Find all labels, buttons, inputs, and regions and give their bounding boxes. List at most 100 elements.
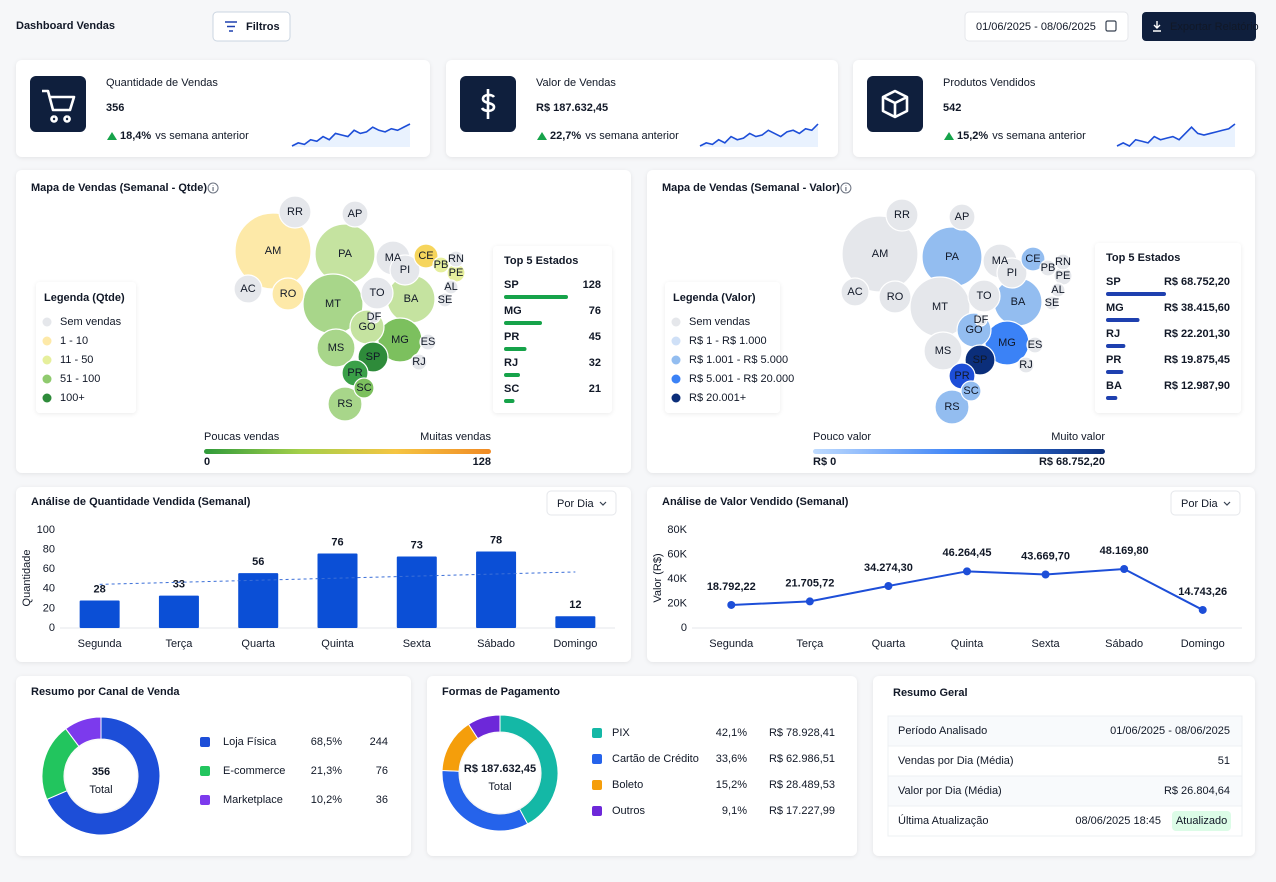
x-tick-label: Sábado bbox=[477, 638, 515, 650]
legend-label: Marketplace bbox=[223, 794, 283, 806]
summary-value: 01/06/2025 - 08/06/2025 bbox=[1110, 725, 1230, 737]
top-title: Top 5 Estados bbox=[1106, 252, 1180, 264]
status-badge-label: Atualizado bbox=[1176, 815, 1227, 827]
state-region bbox=[443, 279, 459, 295]
top-box bbox=[493, 246, 612, 413]
x-tick-label: Segunda bbox=[78, 638, 123, 650]
y-tick-label: 40K bbox=[667, 573, 687, 585]
legend-swatch bbox=[671, 355, 681, 365]
state-code: RR bbox=[287, 206, 303, 218]
scale-low-label: Pouco valor bbox=[813, 431, 871, 443]
legend-swatch bbox=[592, 806, 602, 816]
state-code: MT bbox=[932, 301, 948, 313]
legend-swatch bbox=[592, 754, 602, 764]
state-region bbox=[960, 380, 982, 402]
state-code: PI bbox=[400, 264, 410, 276]
kpi-change-note: vs semana anterior bbox=[155, 130, 249, 142]
share-label: 33,6% bbox=[716, 753, 747, 765]
legend-label: R$ 20.001+ bbox=[689, 392, 746, 404]
sparkline-area bbox=[292, 124, 410, 147]
state-region bbox=[1020, 246, 1046, 272]
date-picker[interactable] bbox=[964, 11, 1129, 42]
x-tick-label: Quarta bbox=[872, 638, 907, 650]
kpi-change-note: vs semana anterior bbox=[585, 130, 679, 142]
top-state: PR bbox=[1106, 354, 1121, 366]
top-value: R$ 19.875,45 bbox=[1164, 354, 1230, 366]
summary-label: Período Analisado bbox=[898, 725, 987, 737]
dropdown-label: Por Dia bbox=[1181, 498, 1219, 510]
dropdown[interactable] bbox=[1170, 490, 1241, 516]
donut-slice bbox=[467, 714, 501, 740]
top-value: 32 bbox=[589, 357, 601, 369]
kpi-icon-glyph bbox=[480, 89, 496, 119]
summary-value: R$ 26.804,64 bbox=[1164, 785, 1230, 797]
top-state: BA bbox=[1106, 380, 1122, 392]
state-code: MG bbox=[391, 334, 409, 346]
state-code: BA bbox=[404, 293, 419, 305]
state-code: RN bbox=[448, 253, 464, 265]
legend-label: 100+ bbox=[60, 392, 85, 404]
chevron-icon bbox=[599, 501, 607, 506]
state-code: BA bbox=[1011, 296, 1026, 308]
value-label: 48.169,80 bbox=[1100, 545, 1149, 557]
state-code: GO bbox=[965, 324, 983, 336]
summary-value: 51 bbox=[1218, 755, 1230, 767]
bar bbox=[79, 600, 120, 628]
top-bar bbox=[504, 295, 568, 299]
summary-label: Última Atualização bbox=[898, 814, 989, 827]
top-state: SP bbox=[504, 279, 519, 291]
summary-label: Valor por Dia (Média) bbox=[898, 785, 1002, 797]
state-region bbox=[437, 292, 453, 308]
panel-title: Formas de Pagamento bbox=[442, 686, 560, 698]
legend-box bbox=[36, 282, 136, 413]
legend-label: E-commerce bbox=[223, 765, 285, 777]
state-region bbox=[316, 328, 356, 368]
legend-label: 51 - 100 bbox=[60, 373, 100, 385]
dropdown-label: Por Dia bbox=[557, 498, 595, 510]
donut-hole bbox=[65, 740, 137, 812]
legend-swatch bbox=[200, 795, 210, 805]
donut-center-label: Total bbox=[89, 784, 112, 796]
y-tick-label: 0 bbox=[681, 622, 687, 634]
value-label: 78 bbox=[490, 534, 502, 546]
state-region bbox=[1054, 253, 1072, 271]
bar bbox=[317, 553, 358, 628]
state-region bbox=[934, 389, 970, 425]
state-region bbox=[419, 333, 437, 351]
state-code: RO bbox=[280, 288, 297, 300]
legend-box bbox=[665, 282, 780, 413]
kpi-icon bbox=[42, 89, 76, 123]
top-state: SP bbox=[1106, 276, 1121, 288]
state-region bbox=[885, 198, 919, 232]
x-tick-label: Terça bbox=[165, 638, 193, 650]
donut-center-label: Total bbox=[488, 781, 511, 793]
legend-swatch bbox=[592, 780, 602, 790]
top-value: R$ 22.201,30 bbox=[1164, 328, 1230, 340]
kpi-value: 542 bbox=[943, 102, 961, 114]
sparkline bbox=[291, 123, 411, 147]
kpi-icon bbox=[881, 89, 909, 119]
sparkline bbox=[699, 123, 819, 147]
kpi-label: Valor de Vendas bbox=[536, 77, 616, 89]
x-tick-label: Sexta bbox=[1032, 638, 1061, 650]
top-bar bbox=[1106, 344, 1126, 348]
point bbox=[727, 600, 736, 609]
value-label: 46.264,45 bbox=[943, 547, 992, 559]
state-region bbox=[974, 313, 988, 327]
filter-button[interactable] bbox=[212, 11, 291, 42]
bar bbox=[476, 551, 517, 628]
state-code: GO bbox=[358, 321, 376, 333]
export-button[interactable] bbox=[1142, 12, 1256, 41]
y-axis-label: Quantidade bbox=[21, 550, 33, 607]
legend-label: R$ 5.001 - R$ 20.000 bbox=[689, 373, 794, 385]
y-tick-label: 80 bbox=[43, 544, 55, 556]
top-state: RJ bbox=[504, 357, 518, 369]
value-label: 43.669,70 bbox=[1021, 550, 1070, 562]
share-label: 9,1% bbox=[722, 805, 747, 817]
y-tick-label: 20K bbox=[667, 597, 687, 609]
map-title: Mapa de Vendas (Semanal - Valor) bbox=[662, 182, 840, 194]
share-label: 15,2% bbox=[716, 779, 747, 791]
dropdown[interactable] bbox=[546, 490, 617, 516]
state-region bbox=[878, 280, 912, 314]
state-code: RJ bbox=[1019, 359, 1032, 371]
